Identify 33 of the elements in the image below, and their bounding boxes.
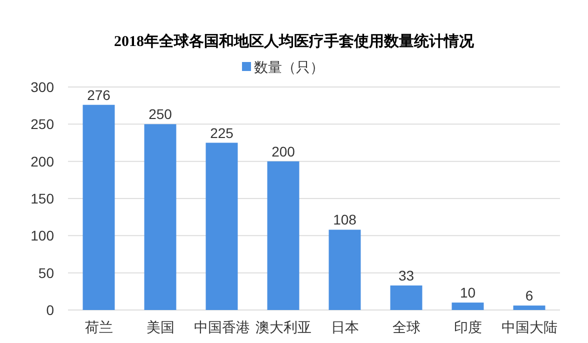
bar [328, 230, 361, 310]
data-label: 33 [398, 267, 414, 284]
x-tick-label: 印度 [454, 319, 482, 335]
data-label: 200 [272, 143, 296, 160]
x-tick-label: 澳大利亚 [255, 319, 312, 335]
y-tick-label: 300 [30, 79, 54, 95]
y-tick-label: 0 [46, 302, 54, 318]
data-label: 108 [333, 212, 357, 228]
data-label: 276 [87, 86, 111, 103]
x-tick-label: 全球 [392, 319, 420, 335]
x-tick-label: 中国香港 [194, 319, 250, 335]
bar [513, 306, 546, 310]
y-tick-label: 250 [30, 116, 54, 132]
y-tick-label: 50 [38, 264, 54, 281]
y-tick-label: 100 [30, 228, 54, 244]
y-tick-label: 200 [30, 153, 54, 170]
data-label: 10 [460, 284, 476, 301]
bar [267, 161, 300, 310]
data-label: 225 [210, 124, 234, 141]
bar [82, 104, 115, 310]
data-label: 250 [148, 106, 172, 122]
bar [206, 142, 238, 310]
bar [390, 285, 422, 310]
x-tick-label: 日本 [330, 319, 359, 335]
chart-title: 2018年全球各国和地区人均医疗手套使用数量统计情况 [114, 33, 475, 50]
legend-label: 数量（只） [254, 59, 324, 75]
data-label: 6 [525, 288, 534, 304]
x-tick-label: 美国 [146, 319, 174, 335]
x-tick-label: 中国大陆 [501, 319, 558, 335]
bar [452, 302, 484, 310]
x-tick-label: 荷兰 [84, 319, 113, 335]
bar [144, 124, 176, 310]
y-tick-label: 150 [30, 190, 54, 206]
